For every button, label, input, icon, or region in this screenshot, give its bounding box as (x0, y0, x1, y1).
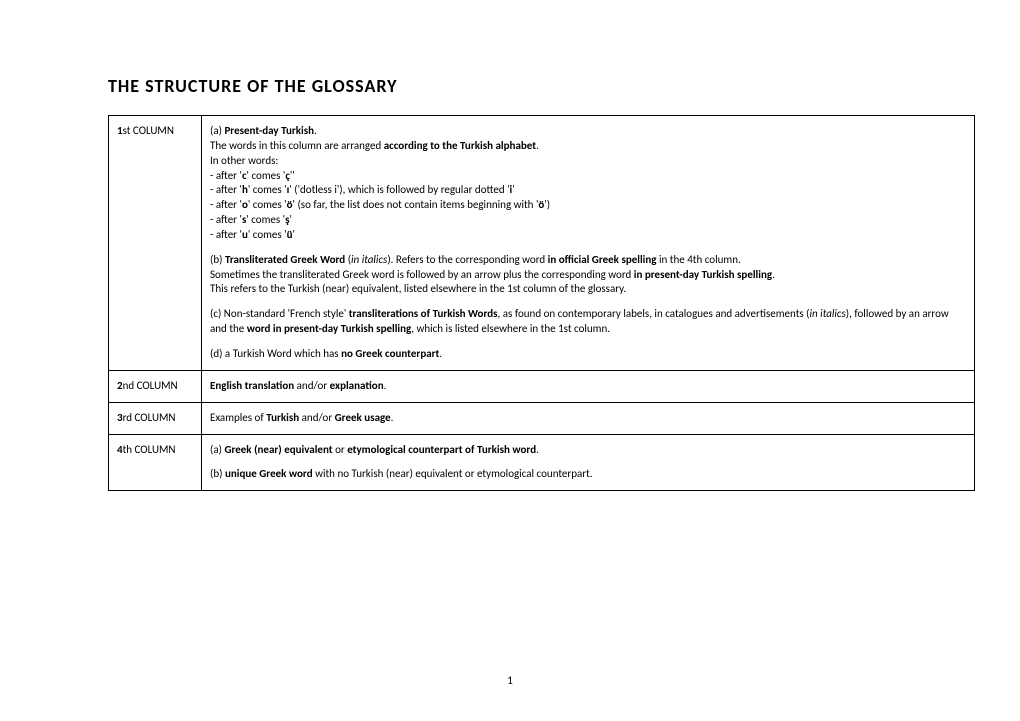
text: in official Greek spelling (548, 253, 657, 266)
text: ' ('dotless i'), which is followed by re… (289, 183, 509, 196)
text: (d) a Turkish Word which has (210, 347, 341, 360)
ordinal-suffix: st COLUMN (123, 124, 174, 137)
text-line: - after 'c' comes 'ç'' (210, 169, 966, 184)
text: . (314, 124, 317, 137)
text-line: - after 'h' comes 'ı' ('dotless i'), whi… (210, 183, 966, 198)
text: ' (293, 228, 295, 241)
text: . (391, 411, 394, 424)
column-label-cell: 4th COLUMN (109, 434, 202, 491)
text-line: In other words: (210, 154, 966, 169)
table-row: 3rd COLUMN Examples of Turkish and/or Gr… (109, 402, 975, 434)
column-label-cell: 3rd COLUMN (109, 402, 202, 434)
text: Sometimes the transliterated Greek word … (210, 268, 634, 281)
glossary-structure-table: 1st COLUMN (a) Present-day Turkish. The … (108, 115, 975, 491)
column-description-cell: Examples of Turkish and/or Greek usage. (202, 402, 975, 434)
text: Examples of (210, 411, 266, 424)
ordinal-suffix: th COLUMN (123, 443, 176, 456)
text: . (536, 443, 539, 456)
text: ' comes ' (248, 198, 287, 211)
text-line: - after 'u' comes 'ü' (210, 228, 966, 243)
text: English translation (210, 379, 294, 392)
column-label-cell: 1st COLUMN (109, 116, 202, 371)
text: etymological counterpart of Turkish word (347, 443, 536, 456)
text: Greek (near) equivalent (224, 443, 332, 456)
text: in italics (351, 253, 387, 266)
text-line: The words in this column are arranged ac… (210, 139, 966, 154)
text: ' (512, 183, 514, 196)
text: . (536, 139, 539, 152)
text-line: - after 's' comes 'ş' (210, 213, 966, 228)
text: (a) (210, 443, 224, 456)
text: ' (so far, the list does not contain ite… (293, 198, 539, 211)
text: - after ' (210, 198, 242, 211)
text: ). Refers to the corresponding word (387, 253, 547, 266)
text: with no Turkish (near) equivalent or ety… (313, 467, 593, 480)
text: in the 4th column. (657, 253, 741, 266)
text: and/or (299, 411, 335, 424)
paragraph-d: (d) a Turkish Word which has no Greek co… (210, 347, 966, 362)
text: ' comes ' (248, 228, 287, 241)
text: Greek usage (335, 411, 391, 424)
text: ' comes ' (247, 169, 286, 182)
paragraph-b: (b) unique Greek word with no Turkish (n… (210, 467, 966, 482)
text: ' comes ' (248, 183, 287, 196)
text: ') (544, 198, 550, 211)
text: (b) (210, 467, 225, 480)
text: - after ' (210, 228, 242, 241)
paragraph-a: (a) Present-day Turkish. The words in th… (210, 124, 966, 243)
text: . (772, 268, 775, 281)
text: '' (290, 169, 295, 182)
text: ' comes ' (246, 213, 285, 226)
column-description-cell: (a) Present-day Turkish. The words in th… (202, 116, 975, 371)
text: . (439, 347, 442, 360)
page-number: 1 (0, 674, 1020, 687)
text: (c) Non-standard 'French style' (210, 307, 349, 320)
table-row: 1st COLUMN (a) Present-day Turkish. The … (109, 116, 975, 371)
text: (a) (210, 124, 224, 137)
column-label-cell: 2nd COLUMN (109, 370, 202, 402)
text: Present-day Turkish (224, 124, 314, 137)
text: and/or (294, 379, 330, 392)
ordinal-suffix: nd COLUMN (123, 379, 178, 392)
text-line: Sometimes the transliterated Greek word … (210, 268, 966, 283)
text: transliterations of Turkish Words (349, 307, 498, 320)
text-line: This refers to the Turkish (near) equiva… (210, 282, 966, 297)
page-title: THE STRUCTURE OF THE GLOSSARY (108, 75, 975, 97)
text: explanation (330, 379, 384, 392)
text: no Greek counterpart (341, 347, 439, 360)
text: The words in this column are arranged (210, 139, 384, 152)
text: - after ' (210, 169, 242, 182)
text: Turkish (266, 411, 299, 424)
paragraph-b: (b) Transliterated Greek Word (in italic… (210, 253, 966, 298)
text: in italics (810, 307, 846, 320)
text-line: - after 'o' comes 'ö' (so far, the list … (210, 198, 966, 213)
text-line: (b) Transliterated Greek Word (in italic… (210, 253, 966, 268)
text: ' (289, 213, 291, 226)
text: , which is listed elsewhere in the 1st c… (411, 322, 610, 335)
text: Transliterated Greek Word (225, 253, 345, 266)
text: or (333, 443, 348, 456)
text: word in present-day Turkish spelling (247, 322, 411, 335)
text: , as found on contemporary labels, in ca… (498, 307, 810, 320)
paragraph-a: (a) Greek (near) equivalent or etymologi… (210, 443, 966, 458)
column-description-cell: English translation and/or explanation. (202, 370, 975, 402)
text: - after ' (210, 183, 242, 196)
table-row: 4th COLUMN (a) Greek (near) equivalent o… (109, 434, 975, 491)
text-line: (a) Present-day Turkish. (210, 124, 966, 139)
text: according to the Turkish alphabet (384, 139, 536, 152)
text: - after ' (210, 213, 242, 226)
column-description-cell: (a) Greek (near) equivalent or etymologi… (202, 434, 975, 491)
page-container: THE STRUCTURE OF THE GLOSSARY 1st COLUMN… (0, 0, 1020, 521)
text: . (384, 379, 387, 392)
text: (b) (210, 253, 225, 266)
text: unique Greek word (225, 467, 313, 480)
ordinal-suffix: rd COLUMN (123, 411, 176, 424)
table-row: 2nd COLUMN English translation and/or ex… (109, 370, 975, 402)
text: in present-day Turkish spelling (634, 268, 772, 281)
paragraph-c: (c) Non-standard 'French style' translit… (210, 307, 966, 337)
